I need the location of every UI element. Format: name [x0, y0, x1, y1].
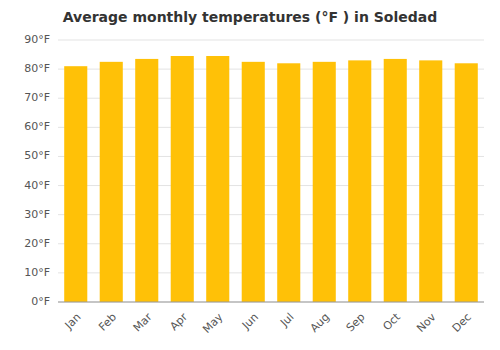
x-tick-label: Oct [380, 310, 403, 333]
bar [206, 56, 229, 302]
bar [100, 62, 123, 302]
bar [242, 62, 265, 302]
x-tick-label: Dec [450, 311, 474, 335]
bar [64, 66, 87, 302]
bar [419, 60, 442, 302]
y-tick-label: 90°F [24, 33, 50, 46]
bars [64, 56, 478, 302]
chart-container: 0°F 10°F 20°F 30°F 40°F 50°F 60°F 70°F 80°F 90°F J… [0, 0, 500, 350]
y-tick-label: 10°F [24, 266, 50, 279]
x-tick-label: Nov [414, 310, 439, 335]
grid [58, 40, 484, 302]
bar [348, 60, 371, 302]
x-tick-label: May [200, 310, 226, 336]
chart-svg: 0°F 10°F 20°F 30°F 40°F 50°F 60°F 70°F 80°F 90°F J… [0, 0, 500, 350]
x-tick-label: Jan [62, 311, 84, 333]
x-tick-label: Apr [167, 310, 190, 333]
x-tick-label: Jun [239, 311, 261, 333]
bar [135, 59, 158, 302]
y-tick-label: 60°F [24, 120, 50, 133]
x-axis-line [58, 302, 484, 303]
x-tick-label: Aug [308, 311, 332, 335]
grid-line [58, 302, 484, 303]
x-tick-label: Sep [344, 311, 368, 335]
y-tick-label: 70°F [24, 91, 50, 104]
bar [455, 63, 478, 302]
bar [171, 56, 194, 302]
y-tick-label: 30°F [24, 208, 50, 221]
x-axis: Jan Feb Mar Apr May Jun Jul Aug Sep Oct Nov Dec [62, 310, 474, 336]
grid-line [58, 40, 484, 41]
chart-title: Average monthly temperatures (°F ) in So… [63, 9, 437, 25]
x-tick-label: Jul [277, 311, 296, 330]
y-axis: 0°F 10°F 20°F 30°F 40°F 50°F 60°F 70°F 80°F 90°F [24, 33, 50, 308]
bar [277, 63, 300, 302]
x-tick-label: Feb [96, 311, 119, 334]
bar [313, 62, 336, 302]
bar [384, 59, 407, 302]
y-tick-label: 80°F [24, 62, 50, 75]
x-tick-label: Mar [131, 310, 155, 334]
y-tick-label: 40°F [24, 179, 50, 192]
y-tick-label: 20°F [24, 237, 50, 250]
y-tick-label: 0°F [31, 295, 50, 308]
y-tick-label: 50°F [24, 149, 50, 162]
